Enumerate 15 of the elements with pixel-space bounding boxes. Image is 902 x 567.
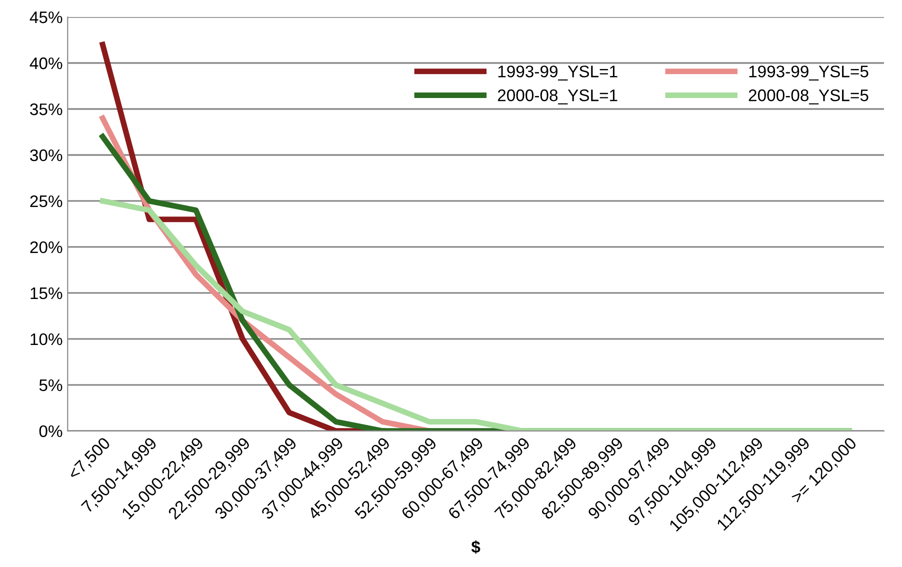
legend-label: 2000-08_YSL=5 (748, 89, 868, 104)
y-tick-label: 0% (39, 425, 62, 438)
legend-label: 2000-08_YSL=1 (498, 89, 618, 104)
y-tick-label: 15% (30, 287, 62, 300)
y-tick-label: 10% (30, 333, 62, 346)
y-tick-label: 45% (30, 11, 62, 24)
y-tick-label: 40% (30, 57, 62, 70)
y-tick-label: 20% (30, 241, 62, 254)
y-tick-label: 25% (30, 195, 62, 208)
x-axis-title: $ (471, 540, 480, 554)
legend-label: 1993-99_YSL=5 (749, 66, 868, 81)
y-tick-label: 5% (39, 379, 62, 392)
y-tick-label: 35% (30, 103, 62, 116)
y-tick-label: 30% (30, 149, 62, 162)
legend-label: 1993-99_YSL=1 (498, 66, 618, 81)
